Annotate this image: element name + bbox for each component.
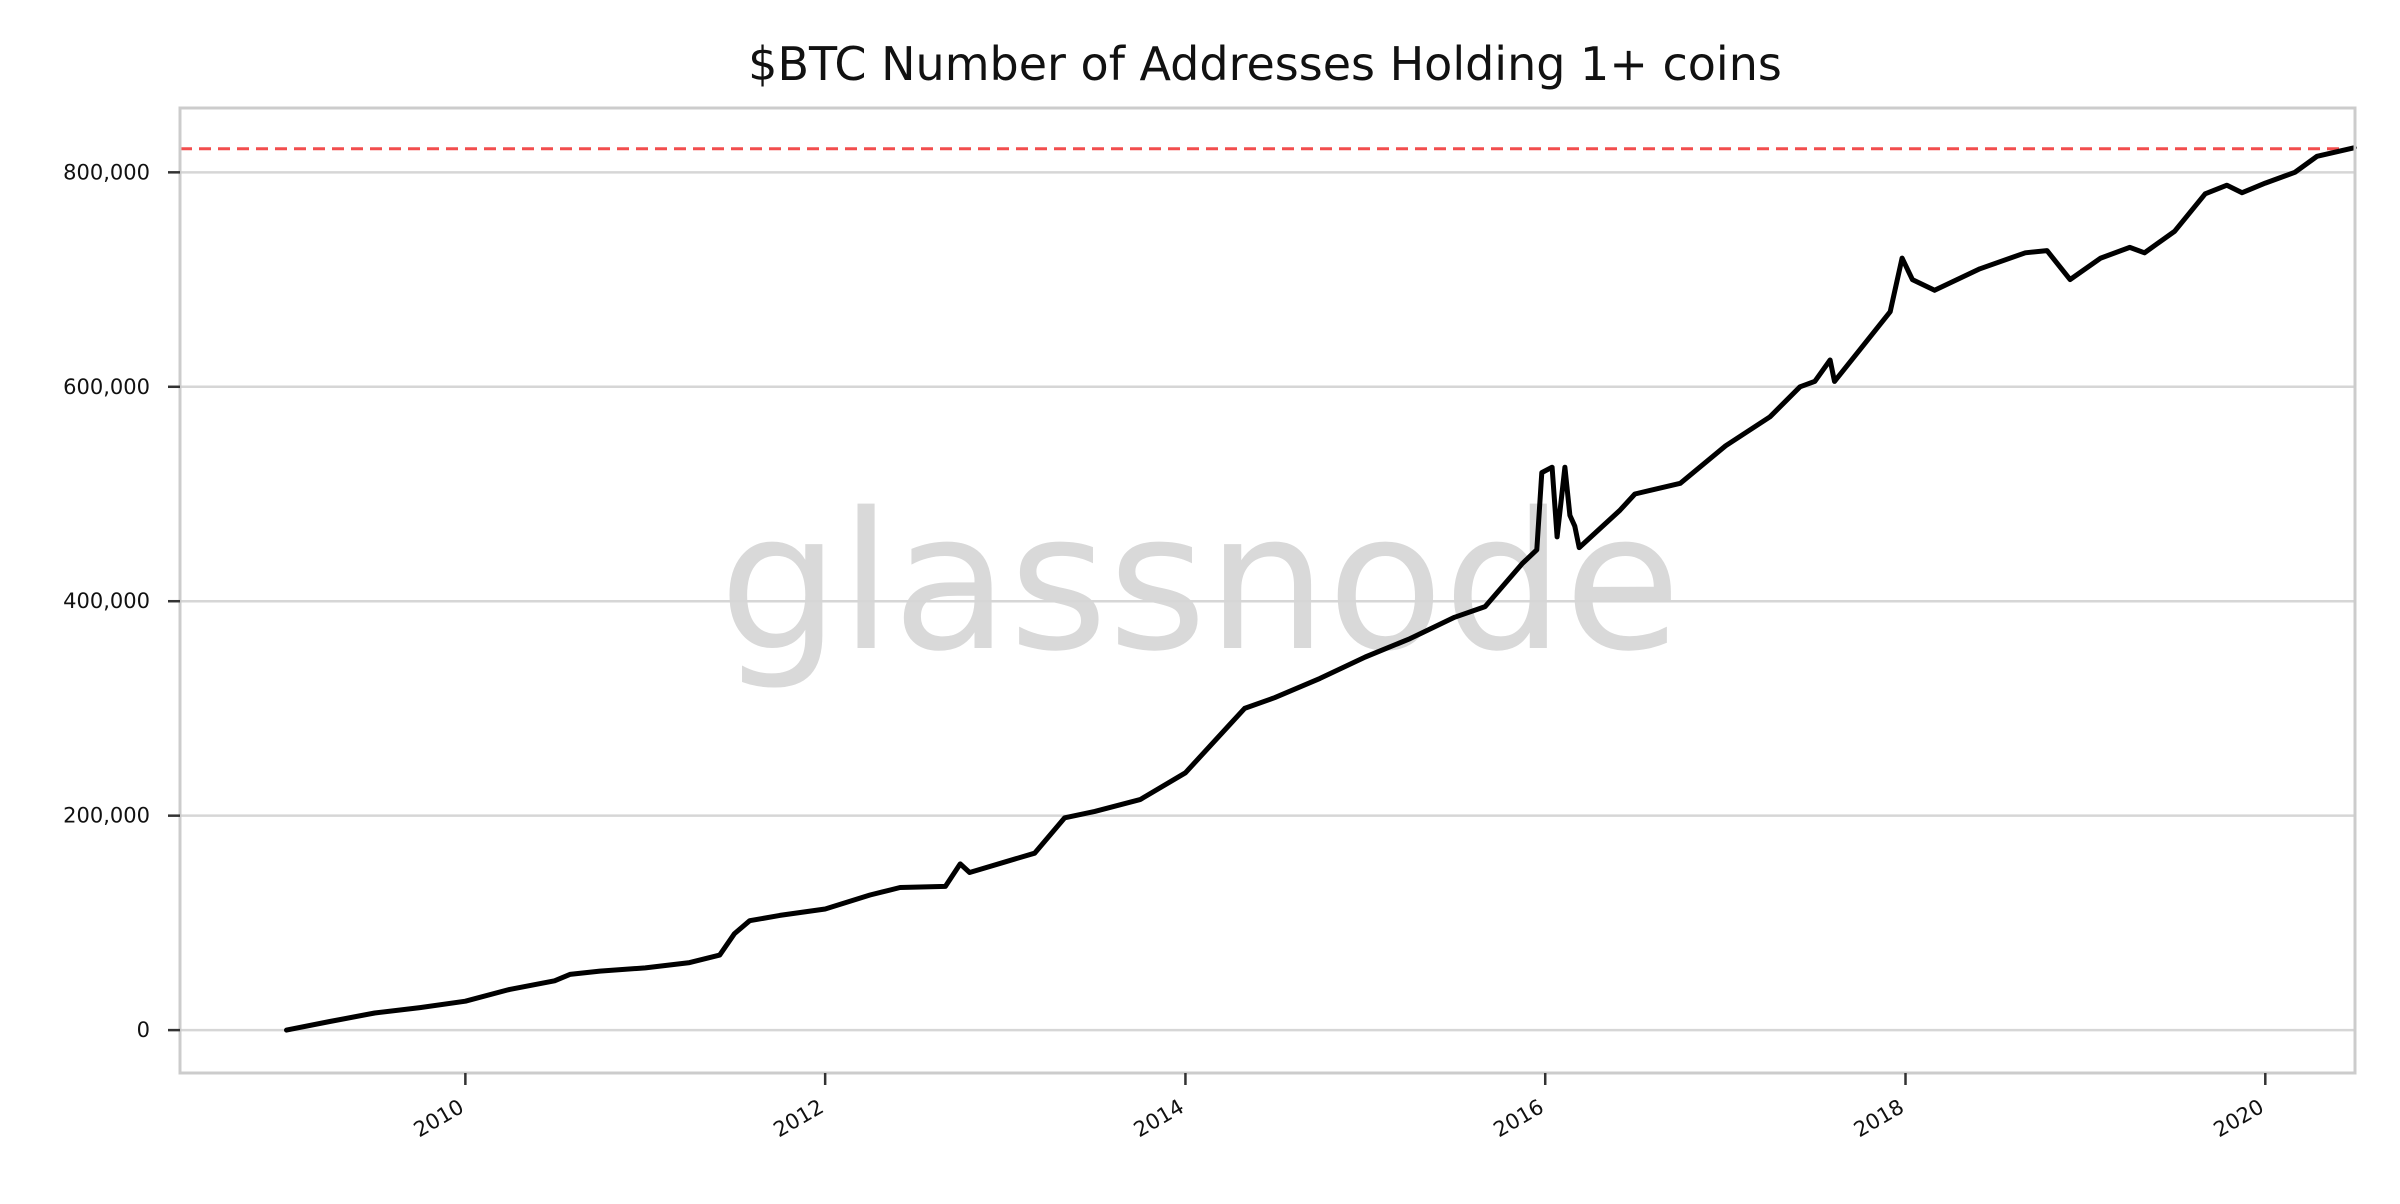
x-axis: 2010 2012 2014 2016 2018 2020 xyxy=(410,1073,2268,1142)
x-tick-label: 2012 xyxy=(769,1095,827,1143)
x-tick-label: 2018 xyxy=(1850,1095,1908,1143)
x-tick-label: 2016 xyxy=(1489,1095,1547,1143)
series-layer xyxy=(284,145,2357,1033)
grid-lines xyxy=(180,171,2355,1032)
x-tick-label: 2020 xyxy=(2210,1095,2268,1143)
plot-frame xyxy=(178,106,2357,1075)
y-axis: 0 200,000 400,000 600,000 800,000 xyxy=(63,160,180,1042)
y-tick-label: 0 xyxy=(137,1018,150,1042)
y-tick-label: 200,000 xyxy=(63,804,150,828)
y-tick-label: 600,000 xyxy=(63,375,150,399)
x-tick-label: 2014 xyxy=(1130,1095,1188,1143)
x-tick-label: 2010 xyxy=(410,1095,468,1143)
chart-title: $BTC Number of Addresses Holding 1+ coin… xyxy=(748,37,1782,91)
y-tick-label: 800,000 xyxy=(63,160,150,184)
glassnode-watermark: glassnode xyxy=(719,472,1681,693)
y-tick-label: 400,000 xyxy=(63,589,150,613)
series-line xyxy=(284,145,2357,1033)
